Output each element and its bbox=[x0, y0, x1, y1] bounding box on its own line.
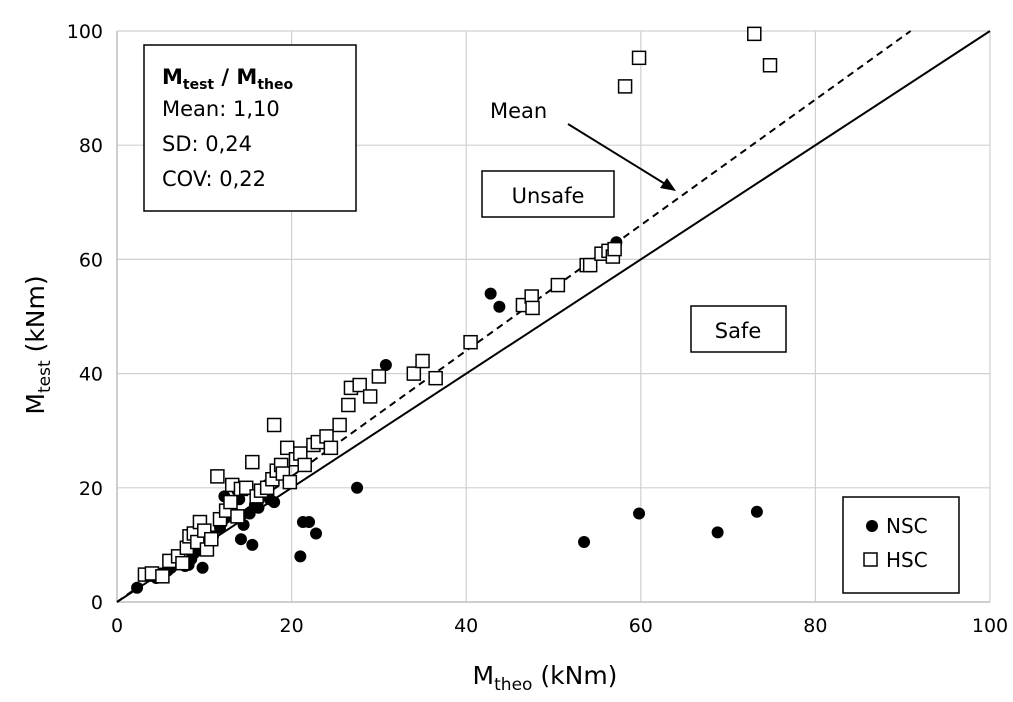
legend-hsc-label: HSC bbox=[886, 548, 928, 572]
nsc-point bbox=[351, 481, 364, 494]
safe-label: Safe bbox=[715, 319, 762, 343]
hsc-point bbox=[210, 469, 225, 484]
mean-annotation: Mean bbox=[490, 99, 547, 123]
nsc-point bbox=[303, 516, 316, 529]
nsc-point bbox=[750, 505, 763, 518]
x-tick-label: 40 bbox=[454, 615, 478, 637]
nsc-point bbox=[493, 300, 506, 313]
hsc-point bbox=[223, 494, 238, 510]
hsc-point bbox=[155, 569, 170, 584]
hsc-point bbox=[266, 417, 282, 433]
hsc-point bbox=[230, 509, 245, 524]
nsc-point bbox=[196, 561, 209, 574]
nsc-point bbox=[310, 527, 323, 540]
hsc-point bbox=[428, 370, 443, 386]
hsc-point bbox=[323, 440, 339, 456]
hsc-point bbox=[631, 50, 647, 66]
y-tick-label: 80 bbox=[79, 135, 103, 157]
hsc-point bbox=[362, 389, 378, 404]
nsc-point bbox=[711, 526, 724, 539]
hsc-point bbox=[525, 300, 540, 316]
hsc-point bbox=[175, 555, 190, 571]
nsc-point bbox=[578, 536, 591, 549]
hsc-point bbox=[415, 353, 430, 369]
x-tick-label: 60 bbox=[629, 615, 653, 637]
legend-hsc-marker bbox=[863, 552, 878, 567]
y-axis-title: Mtest (kNm) bbox=[21, 275, 55, 414]
hsc-point bbox=[550, 277, 566, 293]
hsc-point bbox=[406, 366, 422, 381]
nsc-point bbox=[633, 507, 646, 520]
x-axis-title: Mtheo (kNm) bbox=[473, 661, 618, 695]
nsc-point bbox=[234, 533, 247, 546]
nsc-point bbox=[379, 359, 392, 372]
hsc-point bbox=[352, 377, 367, 393]
stats-mean: Mean: 1,10 bbox=[162, 97, 280, 121]
nsc-point bbox=[268, 496, 281, 509]
x-tick-label: 80 bbox=[803, 615, 827, 637]
y-tick-label: 20 bbox=[79, 478, 103, 500]
stats-box: Mtest / Mtheo Mean: 1,10 SD: 0,24 COV: 0… bbox=[143, 44, 357, 212]
nsc-point bbox=[252, 501, 265, 514]
x-tick-label: 0 bbox=[111, 615, 123, 637]
hsc-point bbox=[463, 334, 478, 350]
stats-sd: SD: 0,24 bbox=[162, 132, 252, 156]
nsc-point bbox=[294, 550, 307, 563]
safe-box: Safe bbox=[690, 305, 787, 353]
hsc-point bbox=[297, 457, 312, 473]
hsc-point bbox=[617, 79, 633, 94]
hsc-point bbox=[762, 58, 778, 73]
y-tick-label: 40 bbox=[79, 364, 103, 386]
hsc-point bbox=[371, 369, 387, 384]
hsc-point bbox=[204, 531, 219, 547]
hsc-point bbox=[582, 257, 598, 273]
y-tick-label: 100 bbox=[67, 21, 103, 43]
stats-cov: COV: 0,22 bbox=[162, 167, 266, 191]
y-tick-label: 0 bbox=[91, 592, 103, 614]
data-points bbox=[131, 26, 778, 594]
legend: NSC HSC bbox=[842, 496, 960, 594]
x-tick-label: 100 bbox=[972, 615, 1008, 637]
stats-box-title: Mtest / Mtheo bbox=[162, 65, 293, 93]
nsc-point bbox=[484, 287, 497, 300]
hsc-point bbox=[747, 26, 762, 42]
y-tick-label: 60 bbox=[79, 249, 103, 271]
unsafe-box: Unsafe bbox=[481, 170, 615, 218]
hsc-point bbox=[332, 417, 347, 433]
axes bbox=[116, 31, 990, 603]
hsc-point bbox=[607, 241, 622, 257]
hsc-point bbox=[341, 397, 356, 413]
tick-labels: 0 20 40 60 80 100 0 20 40 60 80 100 bbox=[67, 21, 1008, 637]
nsc-point bbox=[246, 538, 259, 551]
hsc-point bbox=[282, 474, 298, 490]
unsafe-label: Unsafe bbox=[512, 184, 585, 208]
nsc-point bbox=[131, 581, 144, 594]
hsc-point bbox=[245, 454, 260, 470]
x-tick-label: 20 bbox=[280, 615, 304, 637]
mean-arrow bbox=[567, 123, 676, 191]
legend-nsc-marker bbox=[866, 520, 878, 532]
legend-nsc-label: NSC bbox=[886, 514, 928, 538]
